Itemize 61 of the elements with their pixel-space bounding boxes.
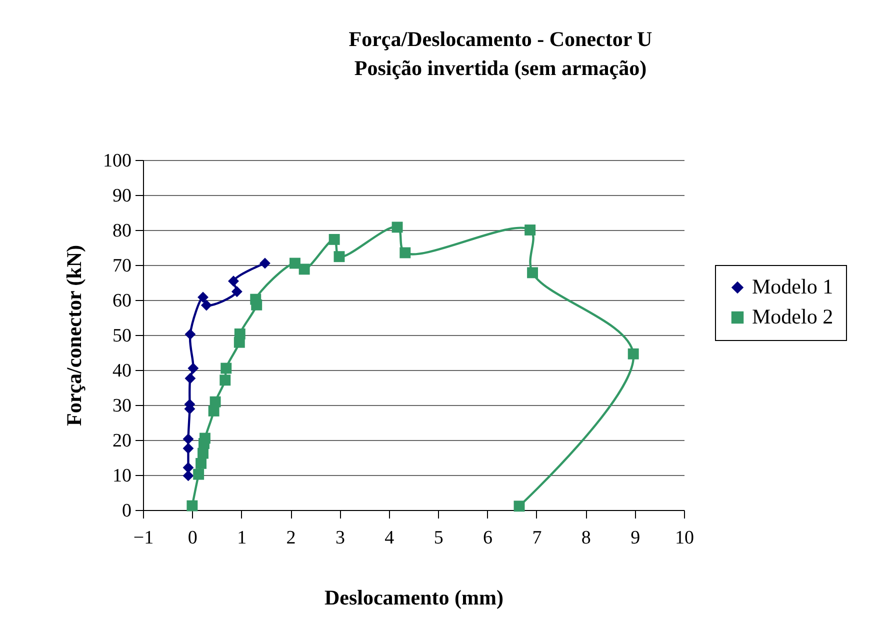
point	[184, 372, 196, 384]
point	[184, 328, 196, 340]
x-tick-label: 6	[483, 528, 493, 548]
x-tick-label: 4	[384, 528, 395, 548]
point	[628, 348, 639, 360]
x-tick-label: 5	[434, 528, 444, 548]
point	[198, 292, 208, 303]
y-tick-label: 30	[112, 396, 132, 416]
y-tick-label: 70	[112, 256, 132, 276]
point	[199, 432, 210, 444]
point	[400, 247, 411, 258]
point	[514, 500, 525, 512]
x-tick-label: 10	[675, 528, 694, 548]
point	[188, 362, 199, 374]
point	[298, 264, 310, 275]
point	[250, 294, 262, 305]
point	[196, 458, 207, 469]
y-axis-title: Força/conector (kN)	[62, 245, 86, 426]
point	[334, 251, 345, 262]
x-axis-title: Deslocamento (mm)	[324, 586, 504, 610]
y-tick-label: 0	[122, 500, 132, 522]
point	[234, 328, 246, 340]
point	[527, 267, 538, 278]
point	[328, 234, 340, 245]
y-tick-label: 40	[112, 360, 132, 382]
y-tick-label: 10	[112, 466, 132, 486]
y-tick-label: 90	[112, 186, 132, 206]
chart-subtitle: Posição invertida (sem armação)	[354, 56, 647, 80]
point	[231, 286, 242, 298]
point	[259, 258, 270, 269]
point	[289, 258, 300, 269]
point	[193, 468, 204, 480]
point	[198, 448, 208, 459]
legend-label: Modelo 2	[752, 304, 834, 328]
point	[220, 362, 232, 374]
point	[186, 500, 198, 512]
x-tick-label: 0	[188, 528, 198, 548]
y-tick-label: 20	[112, 430, 132, 452]
x-tick-label: −1	[133, 528, 154, 548]
point	[182, 442, 194, 454]
y-tick-label: 60	[112, 290, 132, 312]
point	[182, 433, 194, 444]
x-tick-label: 2	[286, 528, 296, 548]
x-tick-label: 9	[630, 528, 640, 548]
point	[228, 276, 239, 287]
point	[182, 470, 194, 482]
x-tick-label: 3	[335, 528, 345, 548]
point	[200, 300, 212, 311]
chart-title: Força/Deslocamento - Conector U	[348, 27, 652, 51]
point	[392, 222, 403, 233]
x-tick-label: 7	[532, 528, 542, 548]
point	[182, 462, 194, 474]
y-tick-label: 80	[112, 220, 132, 242]
x-tick-label: 8	[581, 528, 591, 548]
point	[524, 224, 536, 236]
y-tick-label: 50	[112, 326, 132, 346]
y-tick-label: 100	[103, 150, 132, 172]
point	[220, 374, 231, 386]
point	[210, 396, 221, 408]
x-tick-label: 1	[237, 528, 247, 548]
legend-label: Modelo 1	[752, 274, 834, 298]
